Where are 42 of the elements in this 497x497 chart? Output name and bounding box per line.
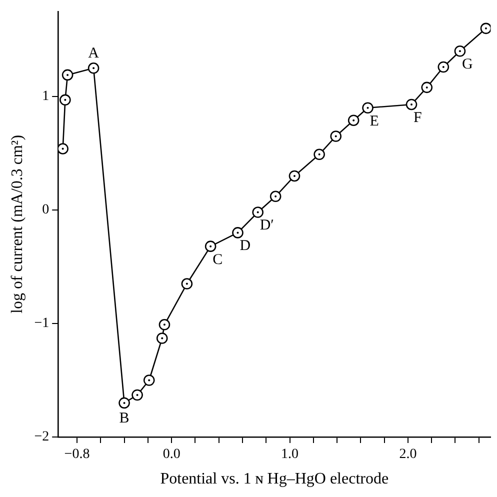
- annotation: A: [88, 46, 100, 62]
- x-tick-label: 2.0: [399, 447, 417, 462]
- y-tick-label: 1: [42, 89, 50, 104]
- point: [406, 98, 418, 110]
- point: [204, 240, 216, 252]
- x-tick-label: 1.0: [281, 447, 299, 462]
- point: [348, 114, 360, 126]
- y-tick-label: −2: [34, 430, 50, 445]
- x-tick-label: −0.8: [64, 447, 90, 462]
- point: [181, 278, 193, 290]
- point: [60, 94, 71, 106]
- y-tick-label: −1: [34, 316, 50, 332]
- point: [438, 61, 450, 73]
- point: [156, 332, 168, 344]
- annotation: D: [240, 238, 251, 254]
- point: [330, 130, 342, 142]
- point: [58, 143, 68, 154]
- point: [88, 62, 100, 74]
- annotation: G: [462, 56, 473, 73]
- y-tick-label: 0: [42, 202, 50, 218]
- point: [314, 148, 325, 160]
- x-tick-label: 0.0: [162, 447, 180, 462]
- annotation: B: [119, 410, 130, 426]
- x-axis-title: Potential vs. 1 ɴ Hg–HgO electrode: [160, 470, 389, 488]
- annotation: C: [212, 252, 223, 268]
- point: [454, 45, 466, 57]
- point: [132, 389, 143, 401]
- point: [421, 82, 433, 94]
- point: [288, 170, 300, 182]
- point: [252, 206, 264, 218]
- point: [480, 22, 491, 34]
- y-axis-title: log of current (mA/0.3 cm²): [8, 134, 26, 314]
- point: [232, 227, 244, 238]
- point: [362, 102, 374, 114]
- annotation: F: [414, 110, 422, 126]
- annotation: E: [370, 113, 379, 130]
- point: [62, 69, 74, 81]
- point: [270, 190, 282, 202]
- point: [158, 318, 170, 330]
- point: [118, 397, 130, 409]
- annotation: D′: [260, 218, 274, 234]
- point: [143, 374, 155, 386]
